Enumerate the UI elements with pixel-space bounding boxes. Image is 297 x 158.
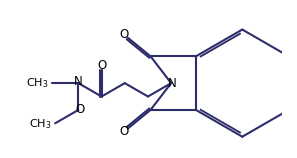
Text: O: O [97, 59, 106, 72]
Text: CH$_3$: CH$_3$ [26, 76, 48, 90]
Text: O: O [76, 103, 85, 116]
Text: N: N [74, 75, 83, 88]
Text: N: N [168, 77, 176, 90]
Text: O: O [119, 125, 128, 138]
Text: O: O [119, 28, 128, 41]
Text: CH$_3$: CH$_3$ [29, 117, 52, 131]
